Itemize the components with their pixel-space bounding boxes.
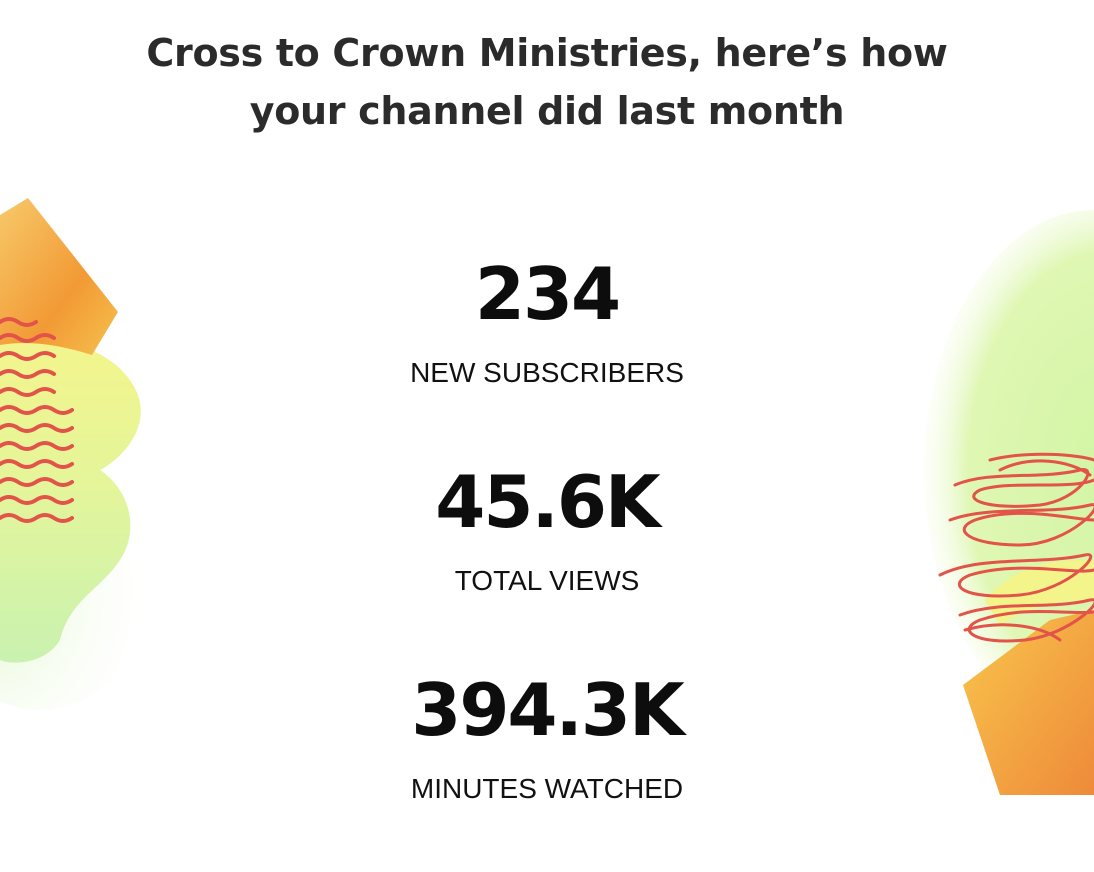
left-green-blob	[0, 340, 141, 663]
stat-value: 45.6K	[435, 460, 660, 544]
right-orange-shape	[963, 610, 1094, 795]
stats-list: 234 NEW SUBSCRIBERS 45.6K TOTAL VIEWS 39…	[347, 248, 747, 872]
page-title: Cross to Crown Ministries, here’s how yo…	[146, 31, 948, 133]
stat-label: TOTAL VIEWS	[454, 565, 640, 596]
stat-minutes-watched: 394.3K MINUTES WATCHED	[347, 664, 747, 872]
right-yellow-band	[985, 560, 1094, 625]
stat-value: 394.3K	[411, 668, 685, 752]
right-scribble	[938, 452, 1094, 643]
right-decoration	[924, 210, 1094, 795]
left-wave-lines	[0, 317, 74, 523]
left-orange-shape	[0, 198, 118, 355]
stat-label: NEW SUBSCRIBERS	[410, 357, 684, 388]
stat-total-views: 45.6K TOTAL VIEWS	[347, 456, 747, 664]
stat-new-subscribers: 234 NEW SUBSCRIBERS	[347, 248, 747, 456]
stat-value: 234	[474, 252, 621, 336]
left-decoration	[0, 198, 160, 710]
stat-label: MINUTES WATCHED	[410, 773, 684, 804]
